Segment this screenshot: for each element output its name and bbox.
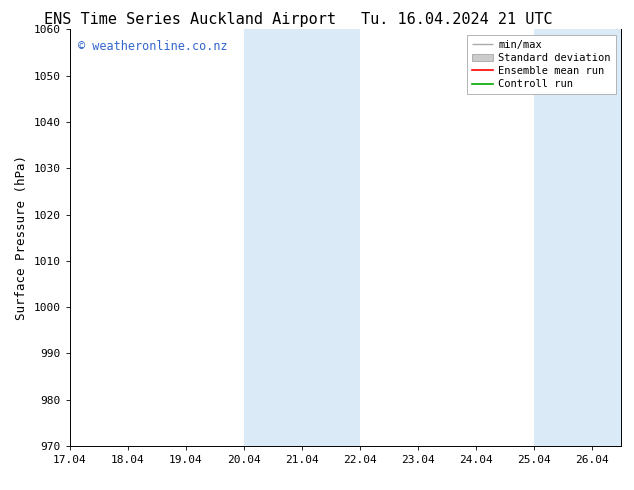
Text: Tu. 16.04.2024 21 UTC: Tu. 16.04.2024 21 UTC [361,12,552,27]
Legend: min/max, Standard deviation, Ensemble mean run, Controll run: min/max, Standard deviation, Ensemble me… [467,35,616,95]
Text: © weatheronline.co.nz: © weatheronline.co.nz [78,40,228,53]
Y-axis label: Surface Pressure (hPa): Surface Pressure (hPa) [15,155,28,320]
Bar [534,29,621,446]
Text: ENS Time Series Auckland Airport: ENS Time Series Auckland Airport [44,12,336,27]
Bar [244,29,360,446]
